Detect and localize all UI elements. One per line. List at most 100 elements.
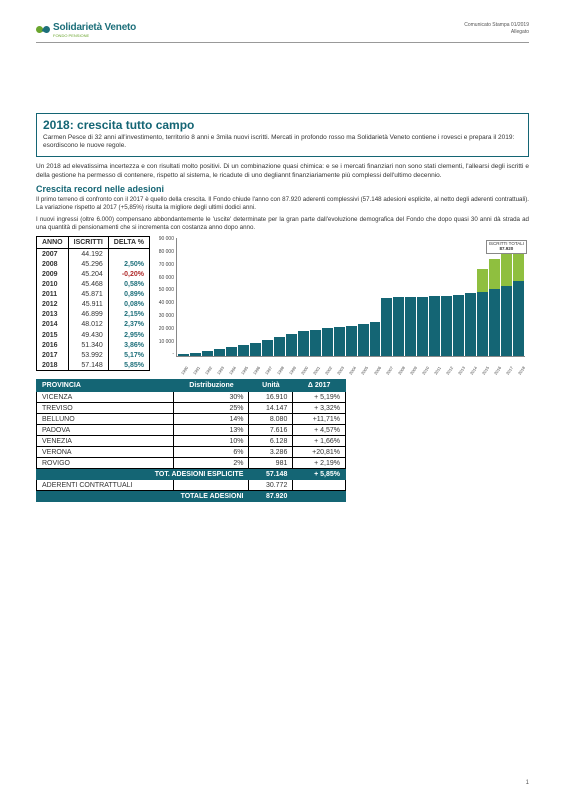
chart-bar [286, 334, 297, 356]
chart-bar [250, 343, 261, 357]
year-row: 201753.9925,17% [37, 350, 150, 360]
chart-bar [226, 347, 237, 356]
year-th: ANNO [37, 237, 69, 249]
prov-row: VENEZIA10%6.128+ 1,66% [37, 436, 346, 447]
year-row: 201346.8992,15% [37, 310, 150, 320]
prov-cell: 2% [174, 458, 249, 469]
chart-callout: ISCRITTI TOTALI 87.920 [486, 240, 527, 254]
prov-th: Δ 2017 [293, 380, 346, 392]
year-cell: 48.012 [68, 320, 108, 330]
prov-cell: BELLUNO [37, 414, 174, 425]
prov-cell: 981 [249, 458, 293, 469]
logo-icon [36, 23, 50, 37]
intro-text: Un 2018 ad elevatissima incertezza e con… [36, 163, 529, 180]
x-tick: 1991 [191, 365, 202, 378]
x-tick: 2002 [323, 365, 334, 378]
prov-row: ROVIGO2%981+ 2,19% [37, 458, 346, 469]
prov-cell: TOT. ADESIONI ESPLICITE [37, 469, 249, 480]
chart-bar [346, 326, 357, 357]
year-row: 200845.2962,50% [37, 259, 150, 269]
year-cell: 45.204 [68, 270, 108, 280]
year-cell: 2016 [37, 340, 69, 350]
year-cell: 44.192 [68, 249, 108, 260]
chart-bar [501, 249, 512, 357]
prov-cell: 16.910 [249, 392, 293, 403]
chart-bar [190, 353, 201, 356]
doc-meta: Comunicato Stampa 01/2019 Allegato [464, 22, 529, 35]
iscritti-chart: 90 00080 00070 00060 00050 00040 00030 0… [156, 236, 529, 371]
x-tick: 2017 [504, 365, 515, 378]
prov-cell: + 2,19% [293, 458, 346, 469]
chart-bar [393, 297, 404, 356]
x-tick: 1996 [251, 365, 262, 378]
x-tick: 2001 [311, 365, 322, 378]
chart-bar [238, 345, 249, 356]
prov-cell: PADOVA [37, 425, 174, 436]
prov-cell: +11,71% [293, 414, 346, 425]
year-cell: 2,15% [108, 310, 149, 320]
chart-bar [214, 349, 225, 356]
year-cell: 2007 [37, 249, 69, 260]
section1-heading: Crescita record nelle adesioni [36, 184, 529, 194]
x-tick: 2014 [468, 365, 479, 378]
prov-cell: TOTALE ADESIONI [37, 491, 249, 502]
prov-th: Distribuzione [174, 380, 249, 392]
year-cell: 5,17% [108, 350, 149, 360]
x-tick: 1993 [215, 365, 226, 378]
prov-cell: ROVIGO [37, 458, 174, 469]
year-cell: 2014 [37, 320, 69, 330]
chart-bar [381, 298, 392, 356]
chart-bar [489, 259, 500, 356]
prov-cell: 14.147 [249, 403, 293, 414]
year-cell: 2010 [37, 280, 69, 290]
year-cell: 0,58% [108, 280, 149, 290]
x-tick: 1998 [275, 365, 286, 378]
year-cell: 0,08% [108, 300, 149, 310]
prov-row: TREVISO25%14.147+ 3,32% [37, 403, 346, 414]
x-tick: 2013 [456, 365, 467, 378]
prov-cell: 30.772 [249, 480, 293, 491]
year-th: DELTA % [108, 237, 149, 249]
prov-cell: VERONA [37, 447, 174, 458]
y-tick: 60 000 [156, 275, 174, 281]
chart-bar [274, 337, 285, 356]
year-cell: 3,86% [108, 340, 149, 350]
prov-cell: 10% [174, 436, 249, 447]
year-cell: 2011 [37, 290, 69, 300]
y-tick: 80 000 [156, 249, 174, 255]
year-cell: 45.871 [68, 290, 108, 300]
prov-cell: ADERENTI CONTRATTUALI [37, 480, 174, 491]
year-cell: 2013 [37, 310, 69, 320]
prov-cell: 6% [174, 447, 249, 458]
prov-cell: 87.920 [249, 491, 293, 502]
prov-th: Unità [249, 380, 293, 392]
prov-cell: VICENZA [37, 392, 174, 403]
prov-cell: 25% [174, 403, 249, 414]
year-cell: 45.468 [68, 280, 108, 290]
x-tick: 1992 [203, 365, 214, 378]
x-tick: 2005 [359, 365, 370, 378]
prov-cell: 57.148 [249, 469, 293, 480]
year-table: ANNOISCRITTIDELTA % 200744.192200845.296… [36, 236, 150, 371]
title-box: 2018: crescita tutto campo Carmen Pesce … [36, 113, 529, 157]
prov-cell [293, 491, 346, 502]
y-tick: 30 000 [156, 313, 174, 319]
prov-cell: 6.128 [249, 436, 293, 447]
year-cell: -0,20% [108, 270, 149, 280]
chart-bar [310, 330, 321, 357]
prov-cell: VENEZIA [37, 436, 174, 447]
province-table: PROVINCIADistribuzioneUnitàΔ 2017 VICENZ… [36, 379, 346, 502]
year-cell: 2,95% [108, 330, 149, 340]
year-row: 201857.1485,85% [37, 360, 150, 371]
year-th: ISCRITTI [68, 237, 108, 249]
prov-cell: + 5,19% [293, 392, 346, 403]
chart-bar [441, 296, 452, 356]
page-header: Solidarietà Veneto FONDO PENSIONE Comuni… [36, 22, 529, 38]
prov-row: VICENZA30%16.910+ 5,19% [37, 392, 346, 403]
header-rule [36, 42, 529, 43]
chart-y-axis: 90 00080 00070 00060 00050 00040 00030 0… [156, 236, 174, 357]
y-tick: 10 000 [156, 339, 174, 345]
chart-bar [322, 328, 333, 356]
prov-cell: 7.616 [249, 425, 293, 436]
prov-cell: + 5,85% [293, 469, 346, 480]
